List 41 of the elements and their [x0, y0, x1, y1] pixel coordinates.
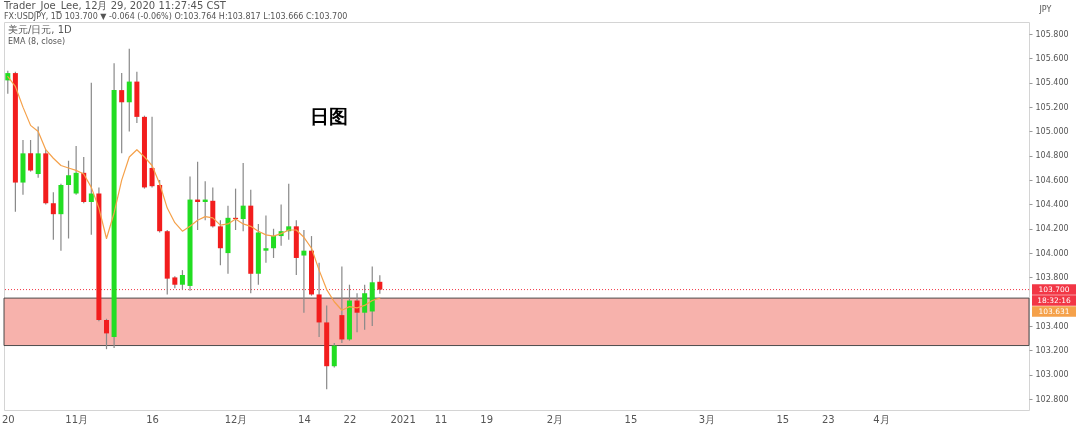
x-tick-label: 4月 — [873, 413, 890, 425]
x-tick-label: 16 — [146, 413, 159, 425]
x-tick-label: 2月 — [546, 413, 564, 425]
x-tick-label: 23 — [821, 413, 835, 425]
y-tick-label: 103.400 — [1035, 321, 1069, 331]
annotation: EMA (8, close) — [8, 37, 65, 47]
y-tick-label: 102.800 — [1035, 394, 1069, 404]
y-tick-label: 105.600 — [1035, 53, 1069, 63]
text: FX:USDJPY, 1D 103.700 ▼ -0.064 (-0.06%) O:103.764 H:103.817 L:103.666 C:103.700 — [4, 11, 348, 21]
y-axis-title: JPY — [1038, 4, 1052, 14]
x-tick-label: 15 — [776, 413, 790, 425]
x-tick-label: 11月 — [65, 413, 88, 425]
y-tick-label: 103.800 — [1035, 272, 1069, 282]
x-tick-label: 14 — [298, 413, 311, 425]
y-tick-label: 104.600 — [1035, 175, 1069, 185]
candlestick — [149, 116, 155, 188]
text: 日图 — [310, 105, 348, 127]
y-tick-label: 104.000 — [1035, 248, 1069, 258]
y-tick-label: 105.400 — [1035, 78, 1069, 88]
x-tick-label: 19 — [480, 413, 493, 425]
y-tick-label: 103.200 — [1035, 345, 1069, 355]
y-tick-label: 105.800 — [1035, 29, 1069, 39]
y-tick-label: 103.000 — [1035, 370, 1069, 380]
x-tick-label: 3月 — [698, 413, 715, 425]
x-tick-label: 15 — [624, 413, 638, 425]
y-tick-label: 105.000 — [1035, 126, 1069, 136]
x-tick-label: 11 — [434, 413, 448, 425]
candlestick — [263, 215, 269, 263]
candlestick — [316, 262, 322, 338]
x-tick-label: 2021 — [390, 413, 416, 425]
annotation: 美元/日元, 1D — [8, 24, 72, 36]
x-tick-label: 22 — [343, 413, 357, 425]
y-tick-label: 104.800 — [1035, 151, 1069, 161]
y-tick-label: 104.400 — [1035, 199, 1069, 209]
candlestick — [58, 183, 64, 251]
y-tick-label: 105.200 — [1035, 102, 1069, 112]
y-tick-label: 104.200 — [1035, 224, 1069, 234]
x-tick-label: 12月 — [224, 413, 248, 425]
candlestick — [301, 229, 307, 313]
text: Trader_Joe_Lee, 12月 29, 2020 11:27:45 CST — [4, 0, 226, 12]
x-tick-label: 20 — [1, 413, 15, 425]
